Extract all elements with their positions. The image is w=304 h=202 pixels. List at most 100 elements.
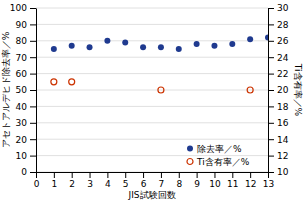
tick-mark bbox=[268, 74, 274, 75]
tick-label: 50 bbox=[16, 85, 28, 95]
tick: 24 bbox=[268, 53, 289, 63]
tick: 2 bbox=[69, 172, 75, 189]
tick-mark bbox=[250, 172, 251, 178]
tick: 7 bbox=[159, 172, 165, 189]
tick: 0 bbox=[21, 167, 36, 177]
point bbox=[265, 35, 268, 41]
tick-label: 12 bbox=[277, 151, 288, 161]
tick-mark bbox=[125, 172, 126, 178]
tick-label: 18 bbox=[277, 102, 289, 112]
tick-mark bbox=[232, 172, 233, 178]
tick-mark bbox=[179, 172, 180, 178]
grid-line bbox=[36, 24, 268, 25]
tick-label: 70 bbox=[16, 53, 28, 63]
point bbox=[69, 79, 75, 85]
point bbox=[247, 36, 253, 42]
y-axis-title: アセトアルデヒド除去率／% bbox=[1, 31, 11, 148]
y-axis: 0102030405060708090100 bbox=[10, 3, 37, 177]
plot: 0123456789101112130102030405060708090100… bbox=[10, 3, 289, 189]
tick: 0 bbox=[34, 172, 40, 189]
tick: 13 bbox=[263, 172, 274, 189]
tick-mark bbox=[268, 24, 274, 25]
tick: 12 bbox=[245, 172, 256, 189]
tick-label: 0 bbox=[21, 167, 27, 177]
tick: 12 bbox=[268, 151, 288, 161]
tick-mark bbox=[90, 172, 91, 178]
point bbox=[176, 46, 182, 52]
point bbox=[158, 87, 164, 93]
tick: 9 bbox=[194, 172, 200, 189]
tick: 5 bbox=[123, 172, 129, 189]
grid-line bbox=[36, 106, 268, 107]
tick-mark bbox=[30, 74, 36, 75]
tick-label: 100 bbox=[10, 3, 27, 13]
tick-label: 16 bbox=[277, 118, 289, 128]
tick: 40 bbox=[16, 102, 36, 112]
tick-label: 11 bbox=[227, 179, 238, 189]
tick-mark bbox=[72, 172, 73, 178]
tick-label: 10 bbox=[209, 179, 221, 189]
point bbox=[140, 44, 146, 50]
tick: 6 bbox=[141, 172, 147, 189]
axis-line bbox=[37, 172, 269, 173]
tick: 10 bbox=[16, 151, 36, 161]
tick-label: 30 bbox=[277, 3, 289, 13]
point bbox=[122, 39, 128, 45]
tick: 50 bbox=[16, 85, 36, 95]
legend-symbol bbox=[187, 146, 193, 152]
tick-mark bbox=[30, 123, 36, 124]
tick: 30 bbox=[16, 118, 36, 128]
series bbox=[51, 79, 253, 93]
tick-mark bbox=[268, 41, 274, 42]
point bbox=[51, 46, 57, 52]
tick: 28 bbox=[268, 20, 289, 30]
tick: 4 bbox=[105, 172, 111, 189]
tick-label: 5 bbox=[123, 179, 129, 189]
tick-label: 40 bbox=[16, 102, 28, 112]
tick-label: 14 bbox=[277, 135, 289, 145]
x-axis: 012345678910111213 bbox=[34, 172, 275, 189]
point bbox=[51, 79, 57, 85]
tick: 11 bbox=[227, 172, 238, 189]
tick: 30 bbox=[268, 3, 289, 13]
grid-line bbox=[36, 139, 268, 140]
tick-mark bbox=[30, 57, 36, 58]
chart: 0123456789101112130102030405060708090100… bbox=[0, 0, 304, 202]
y2-axis: 10 12 14 16 18 20 22 24 26 28 30 bbox=[268, 3, 289, 177]
tick-mark bbox=[268, 57, 274, 58]
legend-label: Ti含有率／% bbox=[196, 157, 250, 167]
grid-line bbox=[36, 40, 268, 41]
tick: 8 bbox=[176, 172, 182, 189]
tick-mark bbox=[30, 139, 36, 140]
y2-axis-title: Ti含有率／% bbox=[293, 63, 303, 117]
tick-label: 90 bbox=[16, 20, 28, 30]
tick-label: 2 bbox=[69, 179, 75, 189]
tick-mark bbox=[30, 156, 36, 157]
tick-mark bbox=[268, 172, 274, 173]
tick: 10 bbox=[268, 167, 289, 177]
point bbox=[211, 43, 217, 49]
legend-label: 除去率／% bbox=[197, 144, 242, 154]
tick: 1 bbox=[51, 172, 57, 189]
tick-label: 22 bbox=[277, 69, 288, 79]
tick-mark bbox=[30, 24, 36, 25]
tick-label: 24 bbox=[277, 53, 289, 63]
tick: 60 bbox=[16, 69, 36, 79]
axis-line bbox=[36, 9, 37, 173]
tick-mark bbox=[214, 172, 215, 178]
grid-line bbox=[36, 122, 268, 123]
grid-line bbox=[36, 57, 268, 58]
tick-mark bbox=[30, 90, 36, 91]
tick: 18 bbox=[268, 102, 289, 112]
grid bbox=[36, 8, 268, 172]
marks bbox=[51, 35, 268, 93]
tick: 90 bbox=[16, 20, 36, 30]
tick-mark bbox=[30, 172, 36, 173]
tick: 14 bbox=[268, 135, 289, 145]
tick-mark bbox=[30, 8, 36, 9]
tick: 26 bbox=[268, 36, 289, 46]
tick-label: 20 bbox=[277, 85, 289, 95]
tick-label: 60 bbox=[16, 69, 28, 79]
tick-label: 20 bbox=[16, 135, 28, 145]
tick-label: 26 bbox=[277, 36, 289, 46]
